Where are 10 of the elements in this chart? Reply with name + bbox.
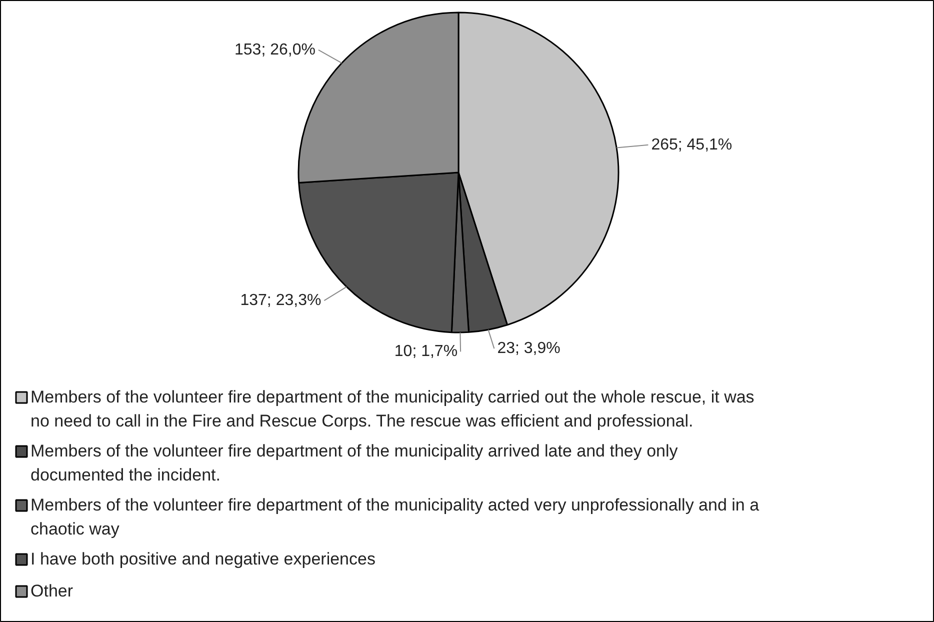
legend-label: Members of the volunteer fire department of the municipality arrived late and they only documented the incident. bbox=[30, 442, 678, 484]
data-label: 265; 45,1% bbox=[651, 136, 732, 154]
data-label: 10; 1,7% bbox=[394, 343, 458, 360]
legend-label: Other bbox=[30, 582, 74, 600]
data-label: 137; 23,3% bbox=[240, 292, 322, 310]
legend-label: Members of the volunteer fire department of the municipality acted very unprofessionally and in a chaotic way bbox=[30, 496, 760, 538]
legend-label: I have both positive and negative experiences bbox=[30, 550, 376, 568]
data-label: 153; 26,0% bbox=[234, 41, 316, 58]
legend-label: Members of the volunteer fire department of the municipality carried out the whole rescue, it was no need to call in the Fire and Rescue Corps. The rescue was efficient and professional. bbox=[30, 388, 754, 430]
data-label: 23; 3,9% bbox=[497, 340, 560, 358]
